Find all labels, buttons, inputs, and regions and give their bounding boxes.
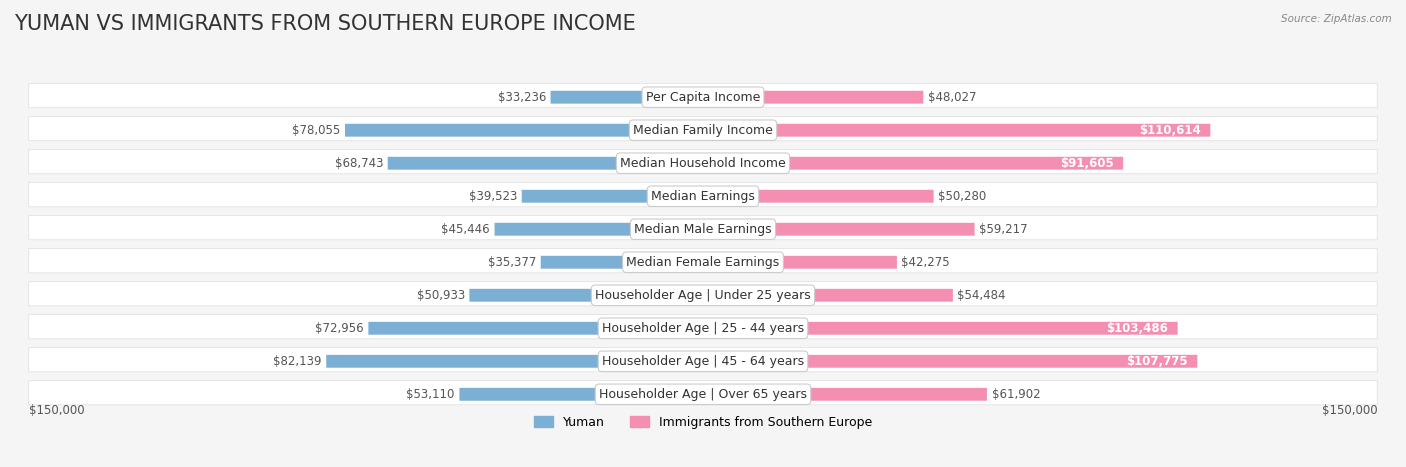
FancyBboxPatch shape [344, 124, 703, 137]
FancyBboxPatch shape [28, 381, 1378, 405]
Text: $82,139: $82,139 [273, 355, 322, 368]
FancyBboxPatch shape [495, 223, 703, 236]
FancyBboxPatch shape [388, 157, 703, 170]
Text: $53,110: $53,110 [406, 388, 454, 401]
Text: Median Household Income: Median Household Income [620, 157, 786, 170]
Text: $33,236: $33,236 [498, 91, 546, 104]
FancyBboxPatch shape [703, 256, 897, 269]
Text: $68,743: $68,743 [335, 157, 382, 170]
Text: Householder Age | Over 65 years: Householder Age | Over 65 years [599, 388, 807, 401]
Text: Householder Age | Under 25 years: Householder Age | Under 25 years [595, 289, 811, 302]
Legend: Yuman, Immigrants from Southern Europe: Yuman, Immigrants from Southern Europe [529, 410, 877, 433]
Text: $110,614: $110,614 [1139, 124, 1201, 137]
FancyBboxPatch shape [551, 91, 703, 104]
Text: Median Male Earnings: Median Male Earnings [634, 223, 772, 236]
FancyBboxPatch shape [28, 83, 1378, 108]
FancyBboxPatch shape [703, 157, 1123, 170]
Text: $50,280: $50,280 [938, 190, 987, 203]
FancyBboxPatch shape [703, 223, 974, 236]
FancyBboxPatch shape [28, 149, 1378, 174]
Text: $91,605: $91,605 [1060, 157, 1114, 170]
FancyBboxPatch shape [703, 124, 1211, 137]
Text: $50,933: $50,933 [416, 289, 465, 302]
Text: $103,486: $103,486 [1107, 322, 1168, 335]
FancyBboxPatch shape [703, 190, 934, 203]
FancyBboxPatch shape [470, 289, 703, 302]
FancyBboxPatch shape [703, 388, 987, 401]
FancyBboxPatch shape [28, 183, 1378, 207]
Text: Per Capita Income: Per Capita Income [645, 91, 761, 104]
Text: Median Family Income: Median Family Income [633, 124, 773, 137]
Text: Median Earnings: Median Earnings [651, 190, 755, 203]
Text: Source: ZipAtlas.com: Source: ZipAtlas.com [1281, 14, 1392, 24]
Text: $150,000: $150,000 [1322, 404, 1378, 417]
Text: $59,217: $59,217 [979, 223, 1028, 236]
FancyBboxPatch shape [522, 190, 703, 203]
FancyBboxPatch shape [703, 355, 1198, 368]
FancyBboxPatch shape [28, 314, 1378, 339]
FancyBboxPatch shape [368, 322, 703, 335]
Text: Median Female Earnings: Median Female Earnings [627, 256, 779, 269]
Text: $35,377: $35,377 [488, 256, 536, 269]
FancyBboxPatch shape [28, 347, 1378, 372]
Text: $107,775: $107,775 [1126, 355, 1188, 368]
Text: $61,902: $61,902 [991, 388, 1040, 401]
FancyBboxPatch shape [326, 355, 703, 368]
FancyBboxPatch shape [28, 248, 1378, 273]
FancyBboxPatch shape [460, 388, 703, 401]
FancyBboxPatch shape [28, 116, 1378, 141]
FancyBboxPatch shape [541, 256, 703, 269]
Text: $54,484: $54,484 [957, 289, 1005, 302]
FancyBboxPatch shape [28, 282, 1378, 306]
Text: $150,000: $150,000 [28, 404, 84, 417]
Text: $48,027: $48,027 [928, 91, 976, 104]
Text: $78,055: $78,055 [292, 124, 340, 137]
Text: $39,523: $39,523 [468, 190, 517, 203]
FancyBboxPatch shape [703, 322, 1178, 335]
Text: Householder Age | 45 - 64 years: Householder Age | 45 - 64 years [602, 355, 804, 368]
Text: YUMAN VS IMMIGRANTS FROM SOUTHERN EUROPE INCOME: YUMAN VS IMMIGRANTS FROM SOUTHERN EUROPE… [14, 14, 636, 34]
Text: $42,275: $42,275 [901, 256, 950, 269]
Text: $45,446: $45,446 [441, 223, 489, 236]
FancyBboxPatch shape [703, 91, 924, 104]
FancyBboxPatch shape [703, 289, 953, 302]
Text: Householder Age | 25 - 44 years: Householder Age | 25 - 44 years [602, 322, 804, 335]
FancyBboxPatch shape [28, 215, 1378, 240]
Text: $72,956: $72,956 [315, 322, 364, 335]
